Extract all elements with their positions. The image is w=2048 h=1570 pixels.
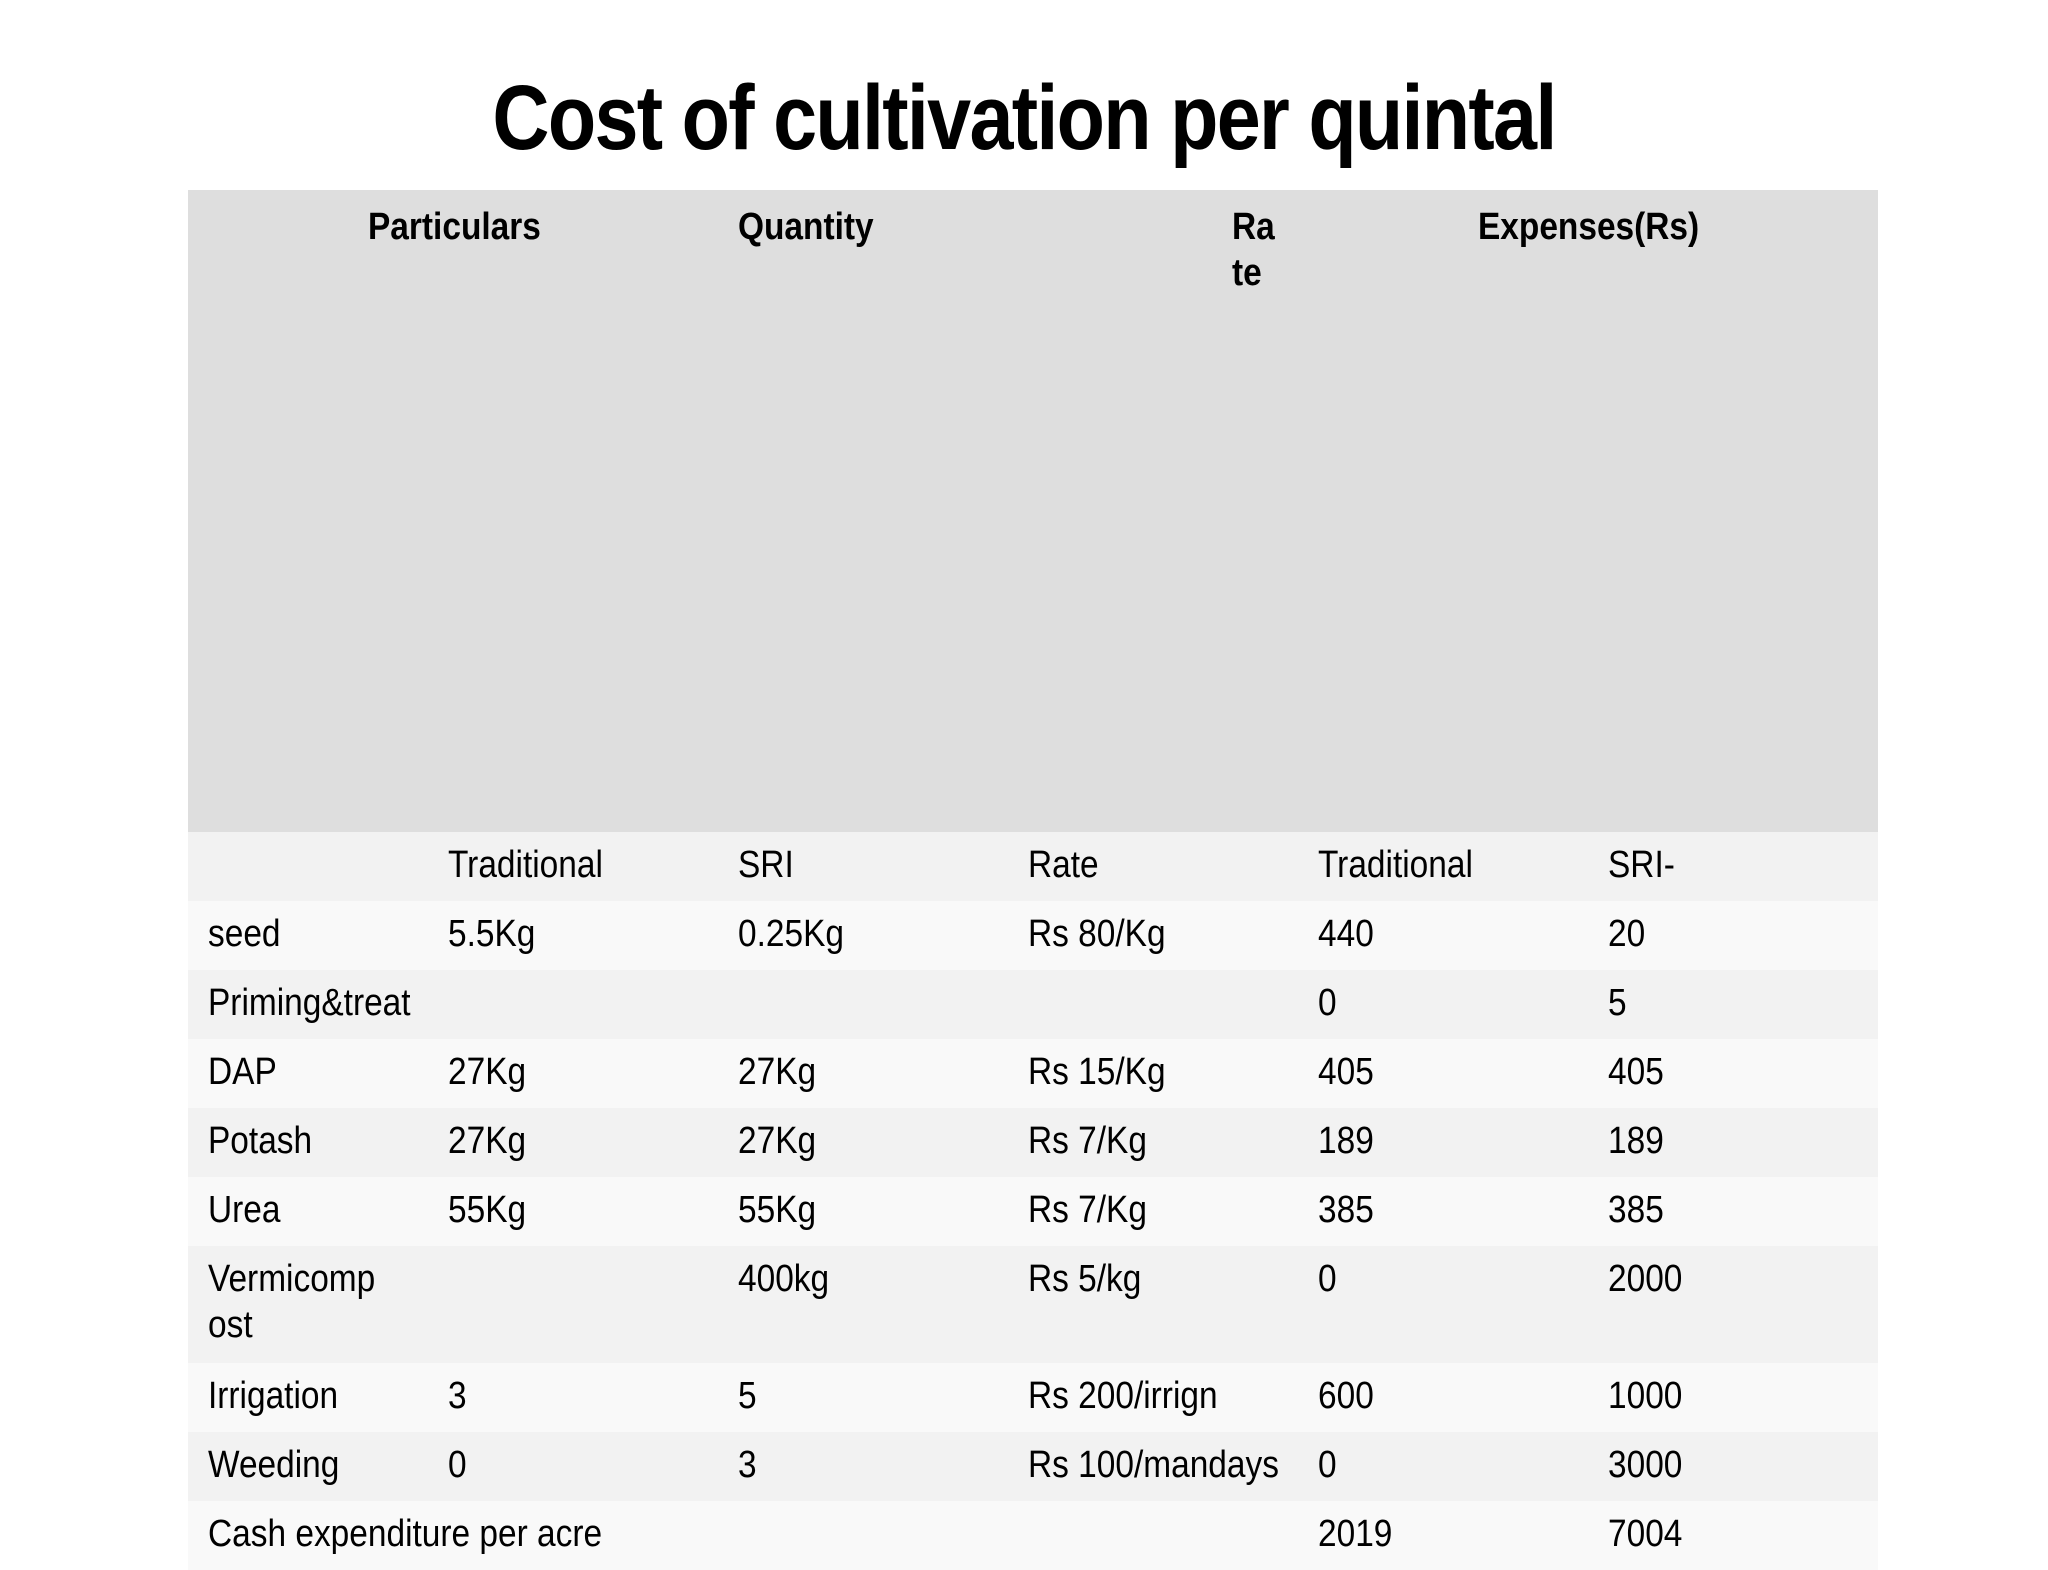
table-cell: Rate xyxy=(1028,844,1099,886)
table-cell: 5 xyxy=(1608,982,1627,1024)
table-cell: 385 xyxy=(1608,1189,1664,1231)
table-cell: DAP xyxy=(208,1051,277,1093)
table-cell: 189 xyxy=(1318,1120,1374,1162)
table-cell: 3000 xyxy=(1608,1444,1683,1486)
table-cell: Potash xyxy=(208,1120,313,1162)
table-cell: Priming&treat xyxy=(208,982,411,1024)
table-body: Traditional SRI Rate Traditional SRI- se… xyxy=(188,832,1878,1570)
table-cell: 405 xyxy=(1608,1051,1664,1093)
table-cell: Urea xyxy=(208,1189,281,1231)
table-cell: 5.5Kg xyxy=(448,913,536,955)
table-cell: Cash expenditure per acre xyxy=(208,1513,603,1555)
table-cell: Traditional xyxy=(448,844,603,886)
table-cell: Rs 200/irrign xyxy=(1028,1375,1218,1417)
table-cell: 0.25Kg xyxy=(738,913,844,955)
table-row: seed 5.5Kg 0.25Kg Rs 80/Kg 440 20 xyxy=(188,901,1878,970)
header-quantity: Quantity xyxy=(738,206,874,248)
table-cell: SRI- xyxy=(1608,844,1675,886)
table-cell: Rs 5/kg xyxy=(1028,1258,1142,1300)
table-cell: Weeding xyxy=(208,1444,340,1486)
table-cell: 3 xyxy=(448,1375,467,1417)
table-cell: 2019 xyxy=(1318,1513,1393,1555)
table-row: Irrigation 3 5 Rs 200/irrign 600 1000 xyxy=(188,1363,1878,1432)
table-cell: 27Kg xyxy=(738,1051,817,1093)
table-cell: 27Kg xyxy=(448,1120,527,1162)
table-cell: Rs 7/Kg xyxy=(1028,1189,1147,1231)
header-expenses: Expenses(Rs) xyxy=(1478,206,1700,248)
table-cell: Rs 7/Kg xyxy=(1028,1120,1147,1162)
header-particulars: Particulars xyxy=(368,206,541,248)
table-cell: 385 xyxy=(1318,1189,1374,1231)
table-cell: 440 xyxy=(1318,913,1374,955)
table-cell: 189 xyxy=(1608,1120,1664,1162)
table-row: Vermicompost 400kg Rs 5/kg 0 2000 xyxy=(188,1246,1878,1363)
table-cell: 0 xyxy=(1318,1258,1337,1300)
table-cell: 0 xyxy=(1318,1444,1337,1486)
table-cell: Rs 100/mandays xyxy=(1028,1444,1279,1486)
table-cell: 55Kg xyxy=(738,1189,817,1231)
table-cell: 27Kg xyxy=(738,1120,817,1162)
table-row: Urea 55Kg 55Kg Rs 7/Kg 385 385 xyxy=(188,1177,1878,1246)
table-cell: 400kg xyxy=(738,1258,830,1300)
table-cell: SRI xyxy=(738,844,794,886)
table-cell: 3 xyxy=(738,1444,757,1486)
table-cell: 27Kg xyxy=(448,1051,527,1093)
header-rate: Rate xyxy=(1232,206,1275,294)
table-cell: 5 xyxy=(738,1375,757,1417)
table-cell: 2000 xyxy=(1608,1258,1683,1300)
table-cell: 20 xyxy=(1608,913,1646,955)
table-cell: Traditional xyxy=(1318,844,1473,886)
table-cell: Vermicompost xyxy=(208,1258,376,1346)
table-row-subheader: Traditional SRI Rate Traditional SRI- xyxy=(188,832,1878,901)
table-row: DAP 27Kg 27Kg Rs 15/Kg 405 405 xyxy=(188,1039,1878,1108)
table-cell: 1000 xyxy=(1608,1375,1683,1417)
table-cell: 600 xyxy=(1318,1375,1374,1417)
table-header: Particulars Quantity Rate Expenses(Rs) xyxy=(188,190,1878,832)
table-row: Potash 27Kg 27Kg Rs 7/Kg 189 189 xyxy=(188,1108,1878,1177)
table-cell: Rs 80/Kg xyxy=(1028,913,1166,955)
table-cell: 0 xyxy=(448,1444,467,1486)
page-title: Cost of cultivation per quintal xyxy=(492,67,1557,169)
table-cell: 405 xyxy=(1318,1051,1374,1093)
table-cell: seed xyxy=(208,913,281,955)
table-cell: 7004 xyxy=(1608,1513,1683,1555)
table-cell: 55Kg xyxy=(448,1189,527,1231)
table-cell: Rs 15/Kg xyxy=(1028,1051,1166,1093)
table-row: Weeding 0 3 Rs 100/mandays 0 3000 xyxy=(188,1432,1878,1501)
table-cell: 0 xyxy=(1318,982,1337,1024)
cost-table: Particulars Quantity Rate Expenses(Rs) T… xyxy=(188,190,1878,1570)
table-cell: Irrigation xyxy=(208,1375,339,1417)
table-row: Priming&treat 0 5 xyxy=(188,970,1878,1039)
